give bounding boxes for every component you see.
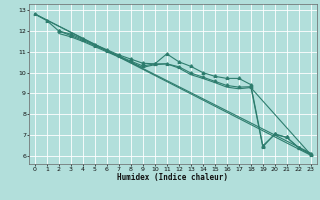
X-axis label: Humidex (Indice chaleur): Humidex (Indice chaleur) [117,173,228,182]
